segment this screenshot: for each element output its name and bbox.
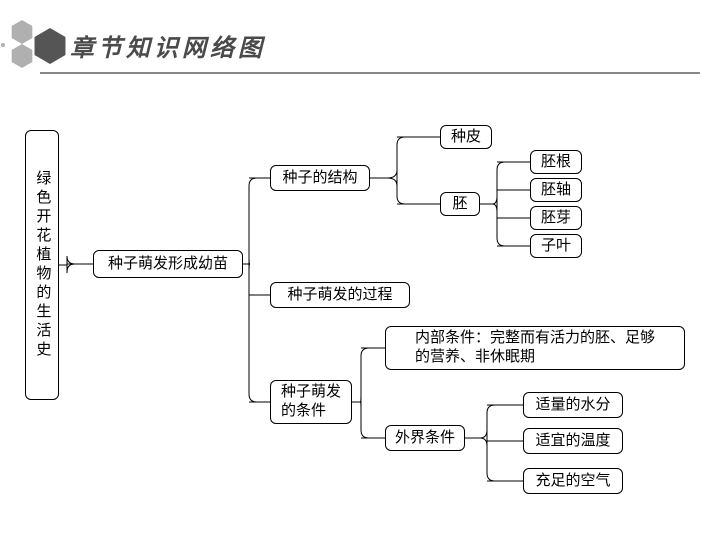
node-radicle: 胚根 xyxy=(530,150,582,174)
header-underline xyxy=(40,72,700,74)
header: 章节知识网络图 xyxy=(0,20,720,70)
node-air: 充足的空气 xyxy=(523,468,623,494)
connector-lines xyxy=(25,110,715,530)
node-conditions: 种子萌发 的条件 xyxy=(270,380,352,424)
hexagon-icon xyxy=(32,28,68,64)
node-embryo: 胚 xyxy=(440,192,480,216)
node-germ: 种子萌发形成幼苗 xyxy=(93,250,243,278)
hexagon-icon xyxy=(10,44,34,68)
hexagon-icon xyxy=(10,20,34,44)
dot-icon xyxy=(1,43,5,47)
node-external: 外界条件 xyxy=(385,425,465,451)
header-hex-decoration xyxy=(2,20,70,70)
node-temp: 适宜的温度 xyxy=(523,428,623,454)
node-internal: 内部条件：完整而有活力的胚、足够 的营养、非休眠期 xyxy=(385,326,685,370)
node-epicotyl: 胚轴 xyxy=(530,178,582,202)
node-plumule: 胚芽 xyxy=(530,206,582,230)
concept-map: 绿色开花植物的生活史 种子萌发形成幼苗 种子的结构种子萌发的过程种子萌发 的条件 种皮… xyxy=(25,110,715,530)
node-water: 适量的水分 xyxy=(523,392,623,418)
node-cotyledon: 子叶 xyxy=(530,234,582,258)
page-title: 章节知识网络图 xyxy=(70,28,266,63)
node-process: 种子萌发的过程 xyxy=(270,282,410,308)
node-structure: 种子的结构 xyxy=(270,165,370,191)
node-root: 绿色开花植物的生活史 xyxy=(25,130,59,400)
node-seedcoat: 种皮 xyxy=(440,125,492,149)
